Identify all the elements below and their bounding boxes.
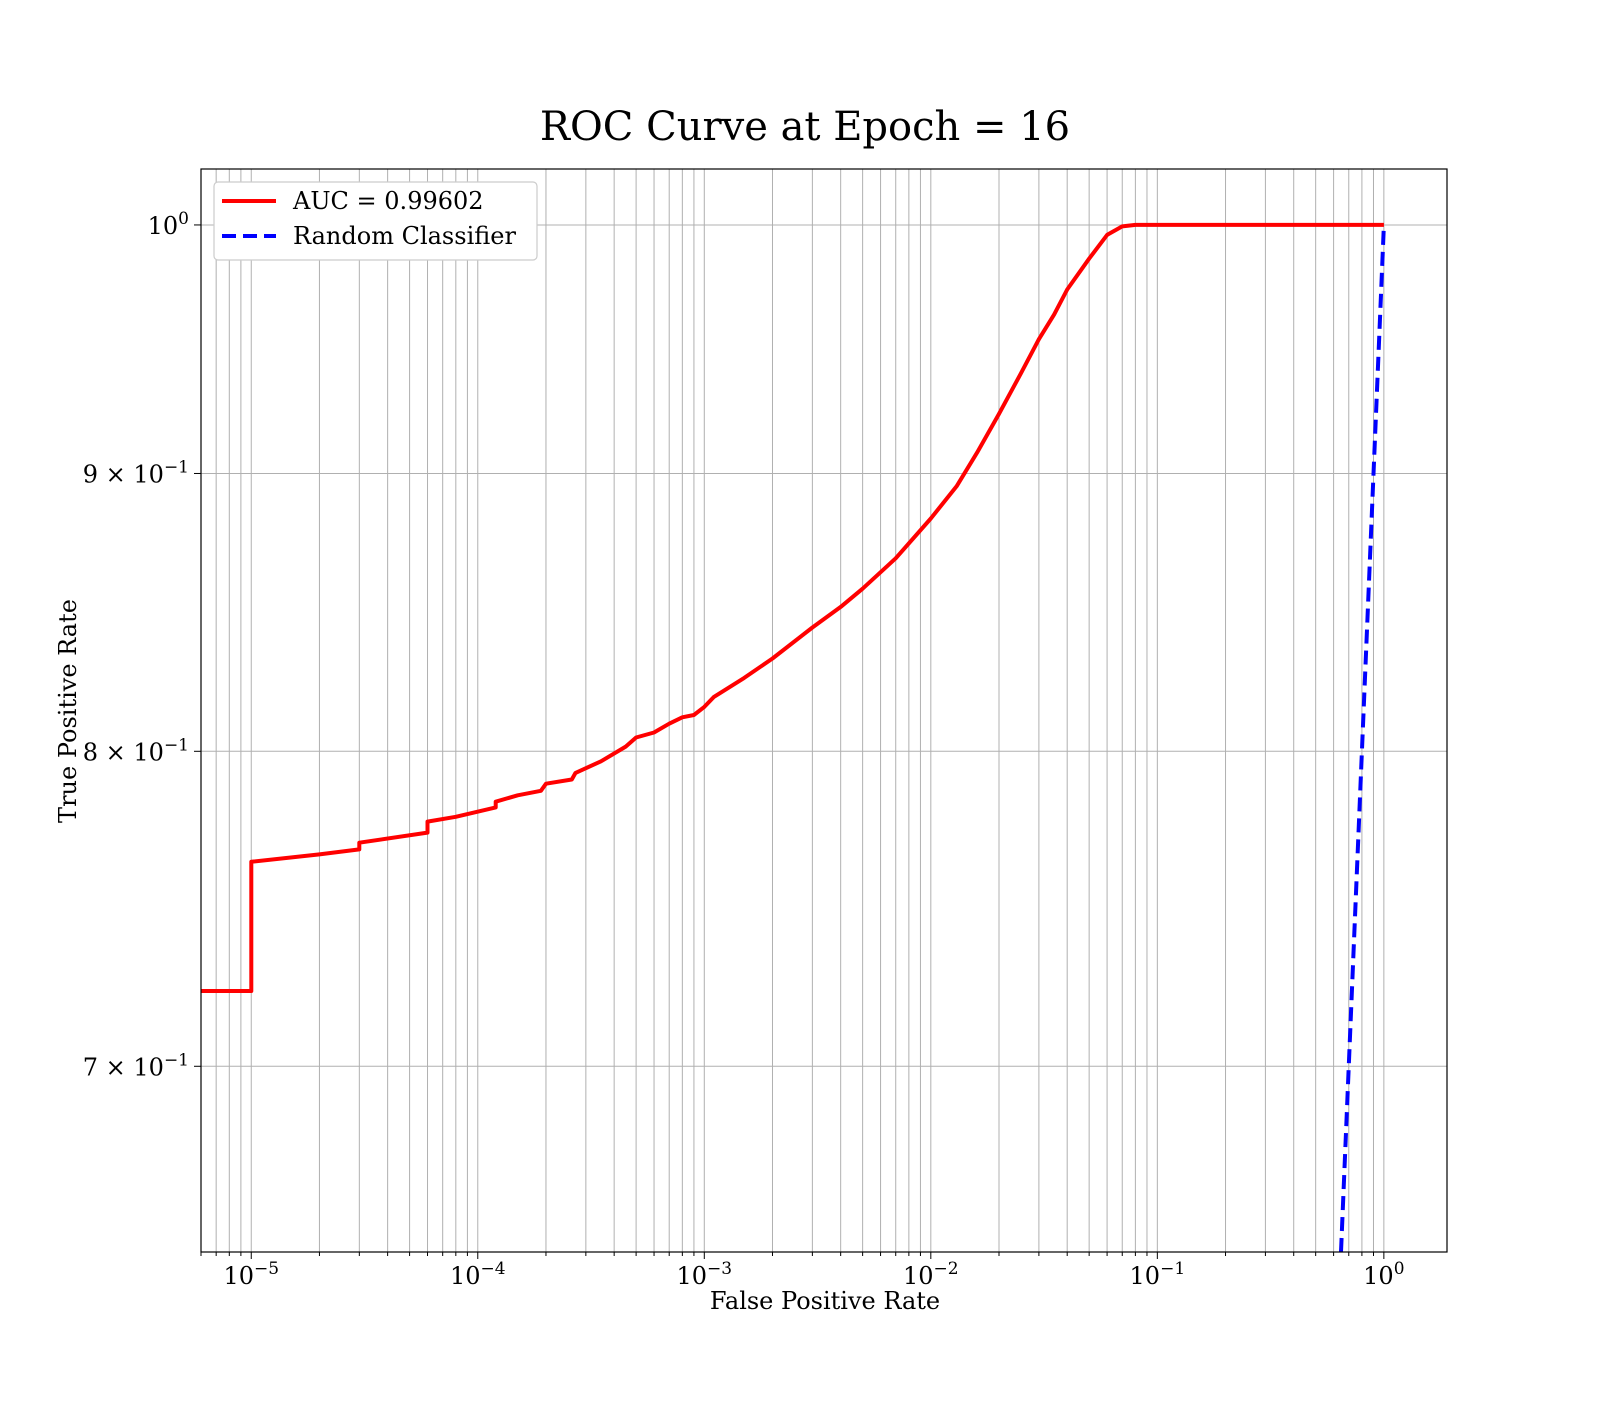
x-tick-label: 10−1	[1130, 1259, 1186, 1290]
legend-label-random: Random Classifier	[293, 222, 516, 250]
y-tick-label: 100	[148, 209, 189, 240]
x-tick-label: 10−3	[676, 1259, 732, 1290]
legend-label-roc: AUC = 0.99602	[292, 187, 484, 215]
y-tick-label: 9 × 10−1	[83, 457, 189, 488]
y-axis-label: True Positive Rate	[54, 599, 82, 823]
series-line-random	[1339, 224, 1386, 1252]
x-tick-label: 10−4	[450, 1259, 506, 1290]
series-lines	[201, 222, 1386, 1252]
x-tick-label: 100	[1363, 1259, 1404, 1290]
chart-title: ROC Curve at Epoch = 16	[540, 104, 1070, 150]
legend: AUC = 0.99602 Random Classifier	[213, 181, 538, 261]
axis-ticks: 10−5 10−4 10−3 10−2 10−1 100 100 9 × 10−1 8 × 10…	[83, 209, 1405, 1290]
y-tick-label: 8 × 10−1	[83, 735, 189, 766]
x-axis-label: False Positive Rate	[710, 1287, 940, 1315]
y-tick-label: 7 × 10−1	[83, 1050, 189, 1081]
series-line-roc	[201, 222, 1384, 993]
x-tick-label: 10−5	[223, 1259, 279, 1290]
x-tick-label: 10−2	[903, 1259, 959, 1290]
plot-area-frame	[200, 168, 1448, 1253]
grid-lines	[200, 169, 1447, 1252]
legend-box	[213, 181, 538, 261]
